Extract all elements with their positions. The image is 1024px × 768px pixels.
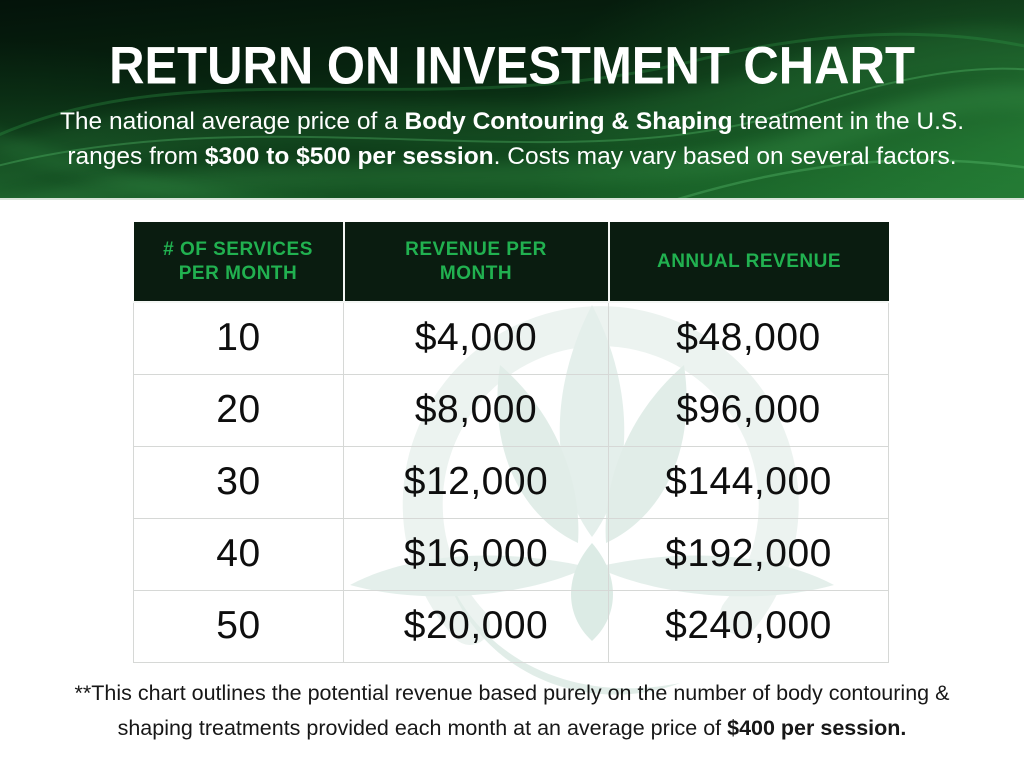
cell-services: 20 bbox=[133, 373, 344, 447]
col-header-revenue-per-month: REVENUE PER MONTH bbox=[342, 222, 610, 303]
roi-table: # OF SERVICES PER MONTH REVENUE PER MONT… bbox=[133, 222, 889, 663]
table-row: 30 $12,000 $144,000 bbox=[133, 445, 889, 519]
footnote-line-2: shaping treatments provided each month a… bbox=[0, 711, 1024, 746]
subtitle-line-2-post: . Costs may vary based on several factor… bbox=[493, 143, 957, 170]
subtitle: The national average price of a Body Con… bbox=[0, 104, 1024, 174]
col-header-annual-revenue: ANNUAL REVENUE bbox=[607, 222, 889, 303]
subtitle-line-2: ranges from $300 to $500 per session. Co… bbox=[0, 139, 1024, 174]
cell-annual-revenue: $48,000 bbox=[608, 301, 889, 375]
cell-services: 10 bbox=[133, 301, 344, 375]
header-banner: RETURN ON INVESTMENT CHART The national … bbox=[0, 0, 1024, 200]
cell-monthly-revenue: $4,000 bbox=[343, 301, 609, 375]
roi-table-body: 10 $4,000 $48,000 20 $8,000 $96,000 30 $… bbox=[133, 301, 889, 663]
footnote-line-2-pre: shaping treatments provided each month a… bbox=[117, 716, 728, 740]
cell-annual-revenue: $96,000 bbox=[608, 373, 889, 447]
cell-monthly-revenue: $16,000 bbox=[343, 517, 609, 591]
subtitle-line-1-bold: Body Contouring & Shaping bbox=[404, 108, 733, 135]
table-row: 10 $4,000 $48,000 bbox=[133, 301, 889, 375]
header-row: # OF SERVICES PER MONTH REVENUE PER MONT… bbox=[133, 222, 889, 303]
cell-annual-revenue: $144,000 bbox=[608, 445, 889, 519]
cell-services: 50 bbox=[133, 589, 344, 663]
table-row: 50 $20,000 $240,000 bbox=[133, 589, 889, 663]
page-title: RETURN ON INVESTMENT CHART bbox=[109, 36, 915, 96]
cell-services: 40 bbox=[133, 517, 344, 591]
col-header-services-per-month: # OF SERVICES PER MONTH bbox=[133, 222, 345, 303]
subtitle-line-2-bold: $300 to $500 per session bbox=[204, 143, 494, 170]
cell-monthly-revenue: $20,000 bbox=[343, 589, 609, 663]
table-row: 40 $16,000 $192,000 bbox=[133, 517, 889, 591]
footnote-line-1: **This chart outlines the potential reve… bbox=[74, 681, 950, 705]
cell-monthly-revenue: $12,000 bbox=[343, 445, 609, 519]
cell-annual-revenue: $192,000 bbox=[608, 517, 889, 591]
footnote-line-2-bold: $400 per session. bbox=[727, 716, 907, 740]
banner-wave-decoration bbox=[0, 26, 1024, 198]
cell-monthly-revenue: $8,000 bbox=[343, 373, 609, 447]
cell-services: 30 bbox=[133, 445, 344, 519]
subtitle-line-1: The national average price of a Body Con… bbox=[0, 104, 1024, 139]
subtitle-line-2-pre: ranges from bbox=[67, 143, 205, 170]
footnote: **This chart outlines the potential reve… bbox=[0, 676, 1024, 746]
subtitle-line-1-pre: The national average price of a bbox=[59, 108, 405, 135]
cell-annual-revenue: $240,000 bbox=[608, 589, 889, 663]
subtitle-line-1-post: treatment in the U.S. bbox=[732, 108, 965, 135]
table-row: 20 $8,000 $96,000 bbox=[133, 373, 889, 447]
roi-table-header: # OF SERVICES PER MONTH REVENUE PER MONT… bbox=[133, 222, 889, 303]
